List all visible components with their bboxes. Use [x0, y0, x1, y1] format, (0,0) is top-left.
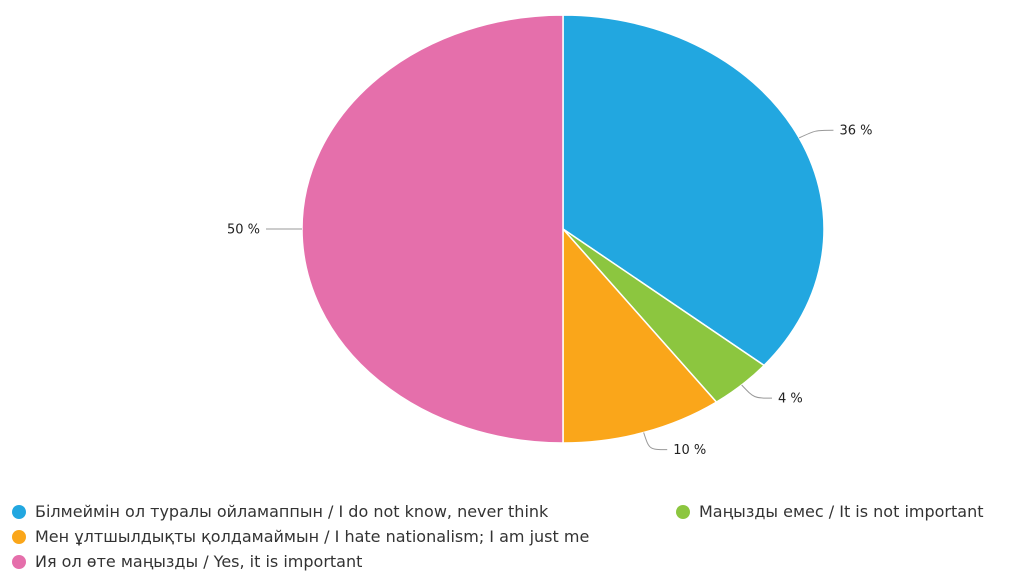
legend-swatch-hate-nationalism	[12, 529, 26, 544]
legend-swatch-not-important	[676, 504, 690, 519]
data-label-dont-know: 36 %	[839, 124, 872, 139]
legend-label-not-important: Маңызды емес / It is not important	[699, 502, 984, 521]
pie-slices	[301, 14, 825, 444]
legend-swatch-dont-know	[12, 504, 26, 519]
pie-slice-hate-nationalism[interactable]	[562, 227, 718, 444]
legend-swatch-yes-important	[12, 554, 26, 569]
pie-chart: 36 % 4 % 10 % 50 %	[227, 14, 873, 458]
legend-item-not-important[interactable]: Маңызды емес / It is not important	[676, 502, 984, 521]
pie-slice-yes-important[interactable]	[301, 14, 564, 444]
legend-item-hate-nationalism[interactable]: Мен ұлтшылдықты қолдамаймын / I hate nat…	[12, 527, 589, 546]
legend: Білмеймін ол туралы ойламаппын / I do no…	[0, 500, 1019, 571]
data-label-not-important: 4 %	[778, 392, 803, 407]
legend-item-yes-important[interactable]: Ия ол өте маңызды / Yes, it is important	[12, 552, 362, 571]
data-label-hate-nationalism: 10 %	[673, 443, 706, 458]
connector-not-important	[741, 384, 772, 399]
connector-hate-nationalism	[643, 432, 668, 451]
legend-label-yes-important: Ия ол өте маңызды / Yes, it is important	[35, 552, 363, 571]
legend-item-dont-know[interactable]: Білмеймін ол туралы ойламаппын / I do no…	[12, 502, 548, 521]
connector-dont-know	[798, 129, 834, 139]
legend-label-hate-nationalism: Мен ұлтшылдықты қолдамаймын / I hate nat…	[35, 527, 590, 546]
data-labels: 36 % 4 % 10 % 50 %	[227, 124, 873, 458]
legend-label-dont-know: Білмеймін ол туралы ойламаппын / I do no…	[35, 502, 549, 521]
data-label-yes-important: 50 %	[227, 223, 260, 238]
